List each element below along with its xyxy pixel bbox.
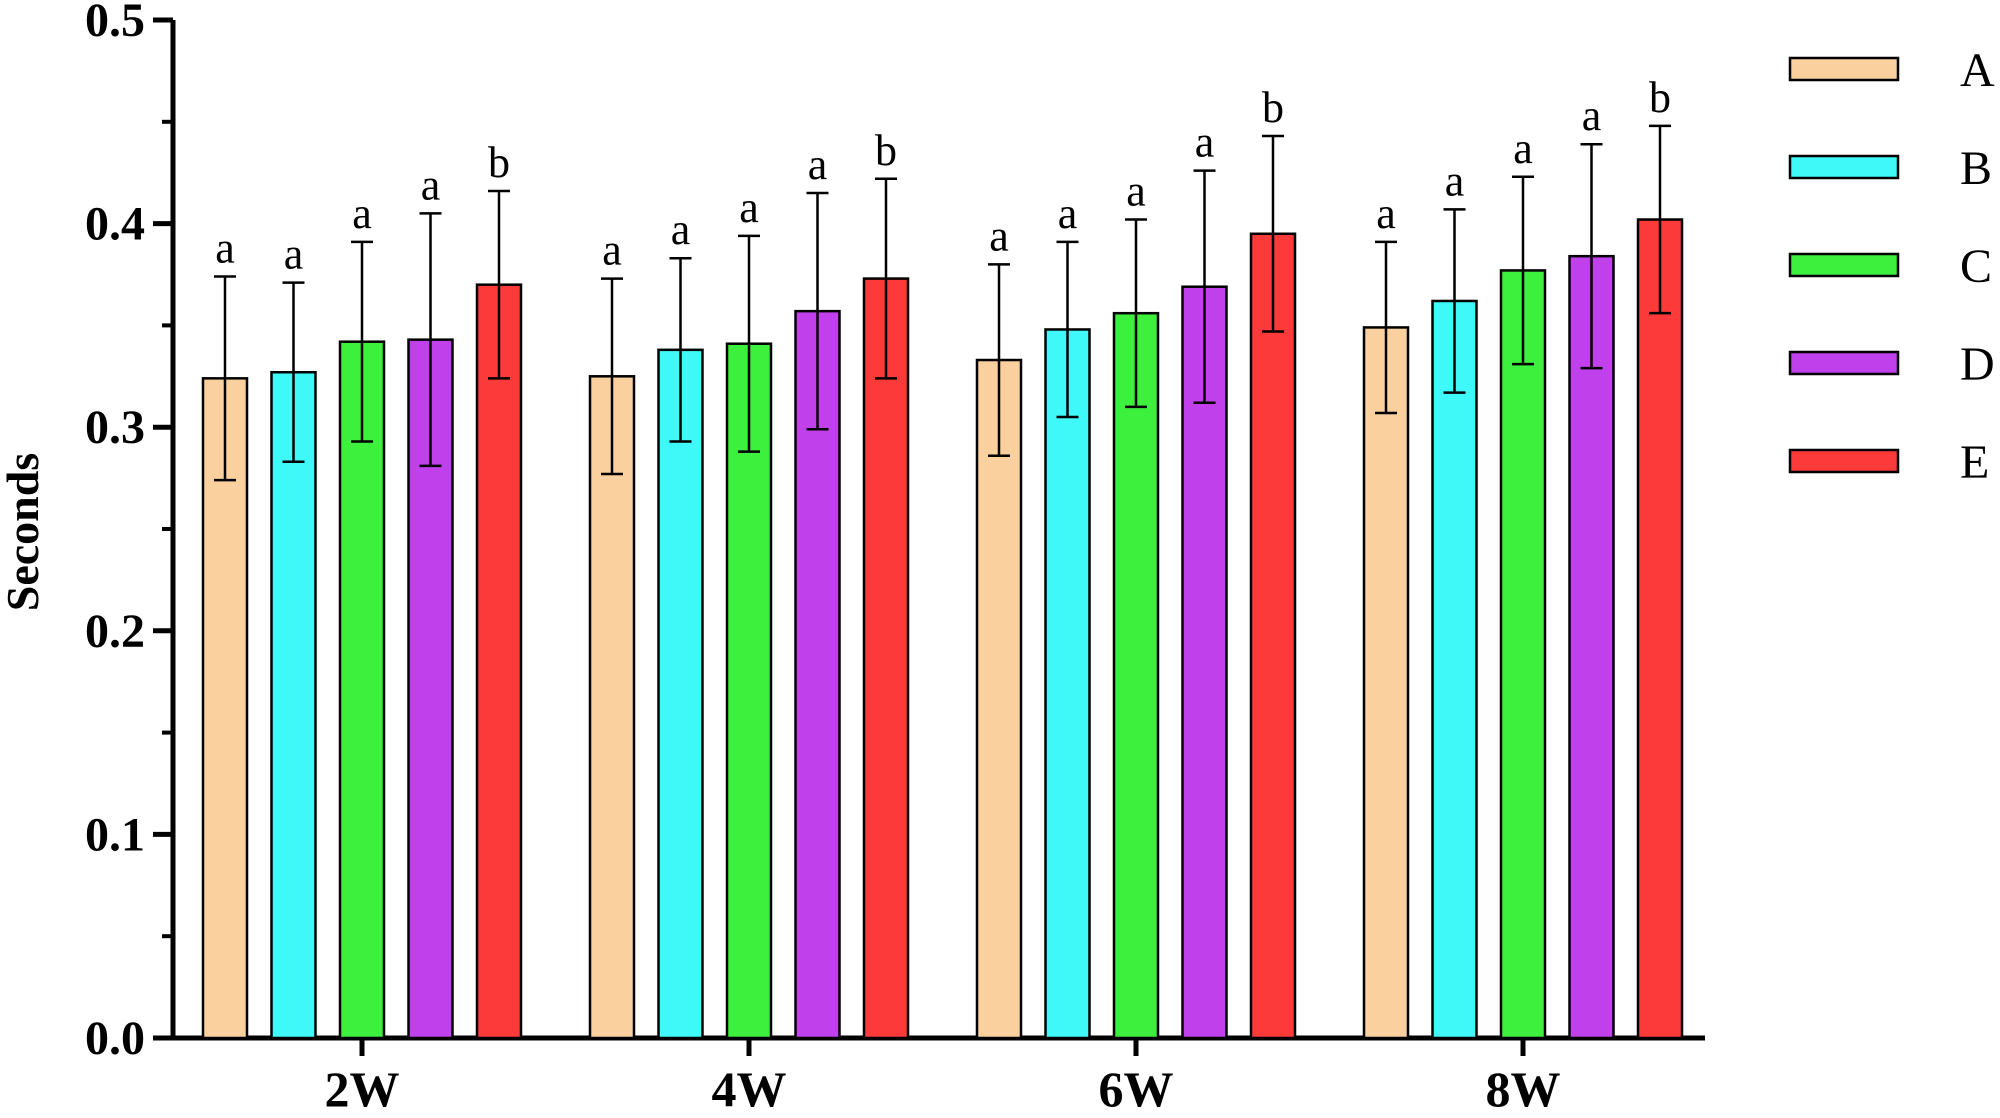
- bar-E-8W: [1636, 218, 1684, 1040]
- bar-A-8W: [1362, 326, 1410, 1040]
- bar-B-4W: [657, 348, 704, 1040]
- significance-label: a: [1126, 167, 1146, 216]
- significance-label: a: [1513, 124, 1533, 173]
- y-tick-label: 0.1: [85, 808, 145, 861]
- bars-layer: [201, 218, 1684, 1040]
- bar-A-6W: [975, 358, 1023, 1040]
- significance-label: a: [602, 226, 622, 275]
- bar-B-2W: [270, 370, 317, 1040]
- legend-label-A: A: [1960, 44, 1995, 97]
- significance-label: a: [739, 183, 759, 232]
- significance-label: b: [1262, 83, 1284, 132]
- legend-swatch-C: [1788, 252, 1900, 278]
- bar-A-4W: [588, 375, 636, 1040]
- legend-swatch-A: [1788, 56, 1900, 82]
- significance-label: a: [1195, 118, 1215, 167]
- legend-swatch-D: [1788, 350, 1900, 376]
- significance-label: a: [1058, 189, 1078, 238]
- y-tick-label: 0.3: [85, 401, 145, 454]
- legend-swatch-E: [1788, 448, 1900, 474]
- significance-label: b: [1649, 73, 1671, 122]
- bar-E-6W: [1249, 232, 1297, 1040]
- significance-label: a: [215, 224, 235, 273]
- x-tick-label: 8W: [1486, 1061, 1561, 1117]
- significance-label: a: [421, 160, 441, 209]
- legend-swatch-B: [1788, 154, 1900, 180]
- legend-label-D: D: [1960, 338, 1995, 391]
- significance-label: a: [671, 205, 691, 254]
- bar-C-6W: [1112, 311, 1160, 1040]
- bar-D-4W: [794, 309, 841, 1040]
- significance-label: a: [1445, 156, 1465, 205]
- y-tick-label: 0.5: [85, 0, 145, 47]
- error-bars-layer: [214, 124, 1671, 482]
- significance-label: b: [488, 138, 510, 187]
- significance-label: b: [875, 126, 897, 175]
- y-axis-label: Seconds: [0, 453, 48, 611]
- x-tick-label: 6W: [1099, 1061, 1174, 1117]
- axes-layer: 0.0 0.1 0.2 0.3 0.4 0.5 2W 4W 6W 8W: [85, 0, 1705, 1117]
- y-tick-label: 0.0: [85, 1012, 145, 1065]
- bar-A-2W: [201, 377, 249, 1040]
- significance-label: a: [1582, 91, 1602, 140]
- x-tick-label: 4W: [712, 1061, 787, 1117]
- significance-label: a: [352, 189, 372, 238]
- y-tick-label: 0.2: [85, 605, 145, 658]
- bar-B-6W: [1044, 328, 1091, 1040]
- y-tick-label: 0.4: [85, 198, 145, 251]
- bar-C-4W: [725, 342, 773, 1040]
- bar-E-4W: [862, 277, 910, 1040]
- x-tick-label: 2W: [325, 1061, 400, 1117]
- bar-C-8W: [1499, 269, 1547, 1040]
- significance-label: a: [989, 211, 1009, 260]
- bar-B-8W: [1431, 299, 1478, 1040]
- significance-label: a: [1376, 189, 1396, 238]
- bar-D-8W: [1568, 254, 1615, 1040]
- bar-E-2W: [475, 283, 523, 1040]
- legend-label-E: E: [1960, 436, 1989, 489]
- significance-label: a: [284, 230, 304, 279]
- legend-label-C: C: [1960, 240, 1992, 293]
- significance-label: a: [808, 140, 828, 189]
- legend-label-B: B: [1960, 142, 1992, 195]
- bar-C-2W: [338, 340, 386, 1040]
